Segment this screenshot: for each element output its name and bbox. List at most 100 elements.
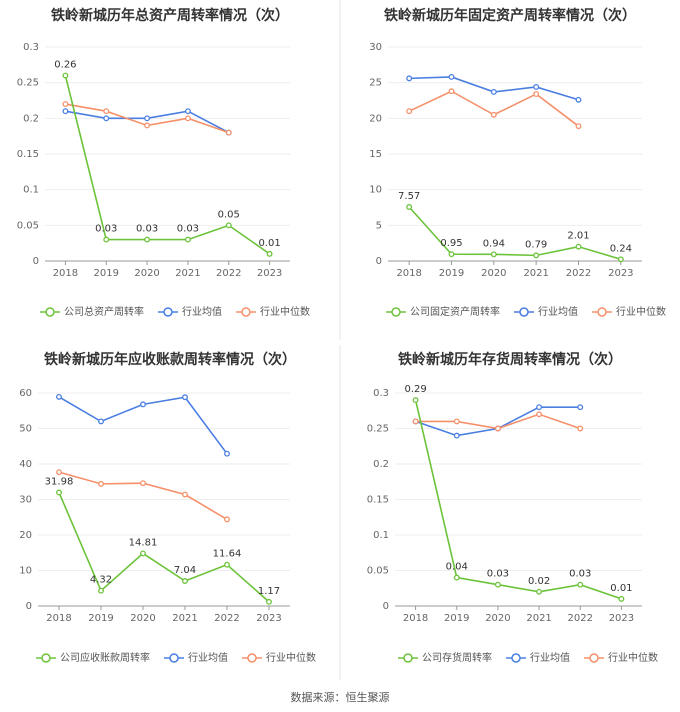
y-tick-label: 60 [19, 388, 32, 399]
x-tick-label: 2023 [609, 613, 634, 624]
chart-title: 铁岭新城历年应收账款周转率情况（次） [44, 351, 296, 368]
x-tick-label: 2020 [485, 613, 510, 624]
legend-label: 公司固定资产周转率 [410, 305, 500, 318]
data-point [575, 123, 582, 130]
data-point [98, 480, 104, 487]
legend-marker [589, 653, 599, 663]
y-tick-label: 40 [19, 459, 32, 470]
legend-item: 行业中位数 [242, 651, 316, 664]
data-point [536, 404, 543, 411]
x-tick-label: 2020 [481, 268, 506, 279]
x-tick-label: 2019 [94, 268, 119, 279]
legend-label: 公司应收账款周转率 [60, 651, 150, 664]
data-point [140, 550, 146, 557]
chart-panel-3: 铁岭新城历年应收账款周转率情况（次） 0 10 20 30 40 50 60 2018 2019 2… [19, 351, 316, 664]
legend-item: 公司存货周转率 [398, 651, 492, 664]
legend-marker [391, 307, 401, 317]
y-tick-label: 0.1 [23, 185, 39, 196]
legend-label: 行业中位数 [616, 305, 666, 318]
data-point [406, 75, 413, 82]
series-line-2 [58, 471, 228, 521]
data-point [490, 88, 497, 95]
y-tick-label: 30 [369, 42, 382, 53]
data-label: 0.02 [528, 576, 550, 587]
y-tick-label: 5 [376, 220, 382, 231]
chart-title: 铁岭新城历年固定资产周转率情况（次） [384, 7, 636, 24]
y-tick-label: 0 [383, 601, 389, 612]
series-line-2 [408, 90, 579, 127]
y-tick-label: 0.15 [367, 495, 389, 506]
data-point [575, 96, 582, 103]
legend-label: 行业均值 [530, 651, 570, 664]
y-tick-label: 30 [19, 495, 32, 506]
series-line-1 [65, 110, 230, 134]
data-label: 7.57 [398, 191, 420, 202]
data-label: 0.01 [610, 583, 632, 594]
data-point [533, 91, 540, 98]
x-tick-label: 2018 [46, 613, 71, 624]
legend-label: 行业中位数 [260, 305, 310, 318]
data-point [56, 393, 62, 400]
legend-item: 行业中位数 [592, 305, 666, 318]
data-point [448, 251, 455, 258]
legend-item: 行业中位数 [584, 651, 658, 664]
legend-item: 行业均值 [158, 305, 222, 318]
legend-label: 行业中位数 [266, 651, 316, 664]
y-tick-label: 0.2 [373, 459, 389, 470]
data-point [224, 516, 230, 523]
data-point [56, 489, 62, 496]
data-point [103, 236, 110, 243]
y-tick-label: 50 [19, 424, 32, 435]
data-point [577, 404, 584, 411]
chart-panel-4: 铁岭新城历年存货周转率情况（次） 0 0.05 0.1 0.15 0.2 0.25 0.3 20… [367, 351, 658, 664]
legend-marker [403, 653, 413, 663]
chart-title: 铁岭新城历年总资产周转率情况（次） [51, 7, 289, 24]
data-label: 4.32 [90, 575, 112, 586]
chart-panel-1: 铁岭新城历年总资产周转率情况（次） 0 0.05 0.1 0.15 0.2 0.25 0.3 2… [17, 7, 310, 318]
data-point [144, 115, 151, 122]
x-tick-label: 2021 [175, 268, 200, 279]
data-point [98, 587, 104, 594]
data-point [494, 425, 501, 432]
y-tick-label: 0.25 [17, 78, 39, 89]
data-label: 7.04 [174, 565, 196, 576]
y-tick-label: 20 [369, 113, 382, 124]
y-tick-label: 0.25 [367, 424, 389, 435]
legend-marker [247, 653, 257, 663]
data-point [533, 252, 540, 259]
data-label: 0.94 [483, 238, 505, 249]
legend-item: 行业均值 [506, 651, 570, 664]
data-point [225, 222, 232, 229]
x-tick-label: 2019 [88, 613, 113, 624]
data-label: 0.03 [136, 224, 158, 235]
legend-item: 公司总资产周转率 [40, 305, 144, 318]
legend-label: 公司存货周转率 [422, 651, 492, 664]
y-tick-label: 10 [19, 566, 32, 577]
data-label: 0.04 [446, 562, 468, 573]
data-point [224, 450, 230, 457]
x-tick-label: 2018 [396, 268, 421, 279]
data-point [448, 88, 455, 95]
legend-marker [511, 653, 521, 663]
data-label: 2.01 [567, 231, 589, 242]
data-point [617, 256, 624, 263]
data-point [62, 72, 69, 79]
data-point [494, 581, 501, 588]
y-tick-label: 0 [33, 256, 39, 267]
data-point [182, 578, 188, 584]
data-point [184, 115, 191, 122]
x-tick-label: 2022 [214, 613, 239, 624]
data-point [225, 129, 232, 136]
data-point [182, 491, 188, 498]
data-point [103, 108, 110, 115]
x-tick-label: 2022 [568, 613, 593, 624]
series-line-0 [58, 492, 270, 603]
legend-item: 行业均值 [164, 651, 228, 664]
legend-item: 行业均值 [514, 305, 578, 318]
data-point [56, 469, 62, 476]
data-point [453, 574, 460, 581]
data-point [406, 108, 413, 115]
data-label: 0.03 [95, 224, 117, 235]
chart-panel-2: 铁岭新城历年固定资产周转率情况（次） 0 5 10 15 20 25 30 2018 2019 20… [369, 7, 666, 318]
series-line-0 [414, 399, 622, 600]
